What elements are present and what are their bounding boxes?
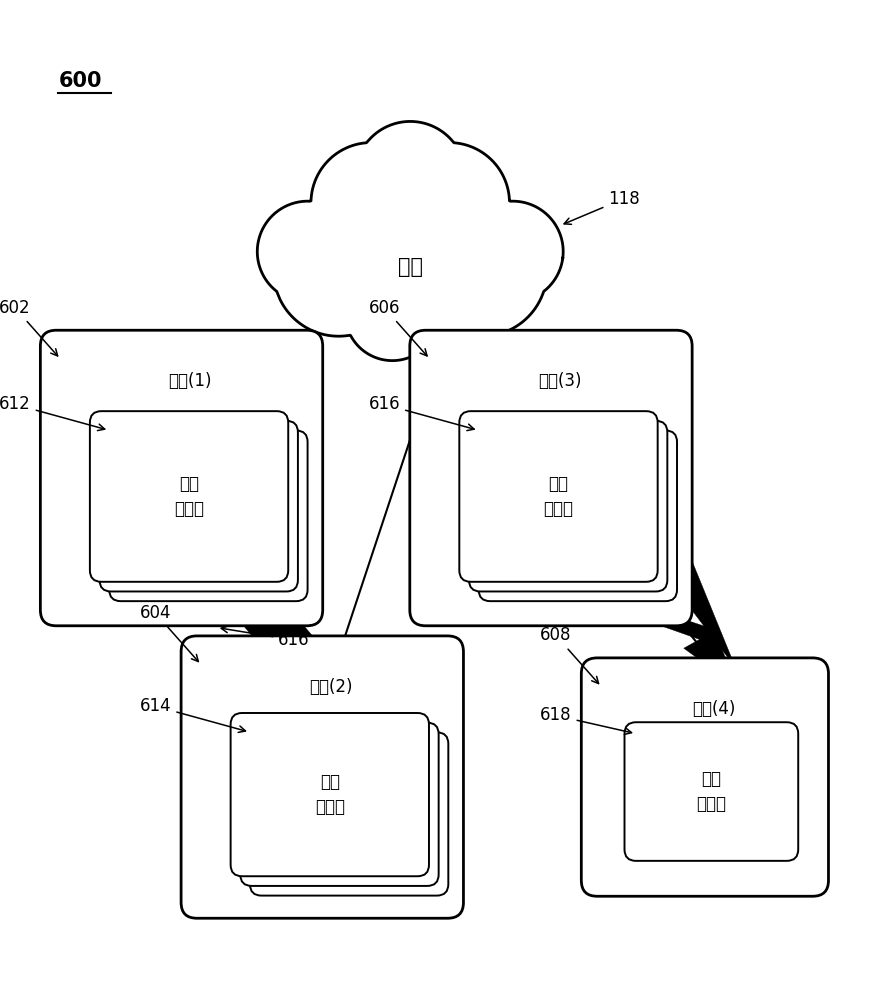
FancyBboxPatch shape [478,431,677,601]
FancyBboxPatch shape [100,421,298,591]
Text: 604: 604 [140,604,199,662]
Text: 616: 616 [369,395,474,431]
FancyBboxPatch shape [110,431,307,601]
FancyBboxPatch shape [241,723,438,886]
Text: 612: 612 [0,395,105,431]
Text: 网络: 网络 [397,257,422,277]
Polygon shape [219,596,338,665]
FancyBboxPatch shape [90,411,288,582]
FancyBboxPatch shape [181,636,463,918]
Text: 616: 616 [221,626,310,649]
FancyBboxPatch shape [625,722,798,861]
Polygon shape [564,377,736,668]
FancyBboxPatch shape [469,421,667,591]
Text: 设备(2): 设备(2) [309,678,353,696]
FancyBboxPatch shape [250,732,448,896]
Polygon shape [642,571,736,686]
Text: 网络
接口卡: 网络 接口卡 [174,475,204,518]
Text: 606: 606 [369,299,427,356]
Text: 设备(4): 设备(4) [692,700,735,718]
Text: 608: 608 [540,626,599,684]
Polygon shape [192,337,280,396]
Text: 网络
接口卡: 网络 接口卡 [315,773,345,816]
FancyBboxPatch shape [581,658,829,896]
Text: 600: 600 [59,71,102,91]
Text: 118: 118 [564,190,640,224]
Text: 618: 618 [540,706,632,734]
Text: 设备(3): 设备(3) [538,372,582,390]
FancyBboxPatch shape [231,713,429,876]
Text: 602: 602 [0,299,58,356]
Text: 614: 614 [140,697,246,732]
Text: 网络
接口卡: 网络 接口卡 [697,770,726,813]
Text: 设备(1): 设备(1) [168,372,212,390]
FancyBboxPatch shape [40,330,323,626]
FancyBboxPatch shape [410,330,692,626]
Text: 网络
接口卡: 网络 接口卡 [544,475,574,518]
FancyBboxPatch shape [460,411,658,582]
Polygon shape [456,345,562,389]
